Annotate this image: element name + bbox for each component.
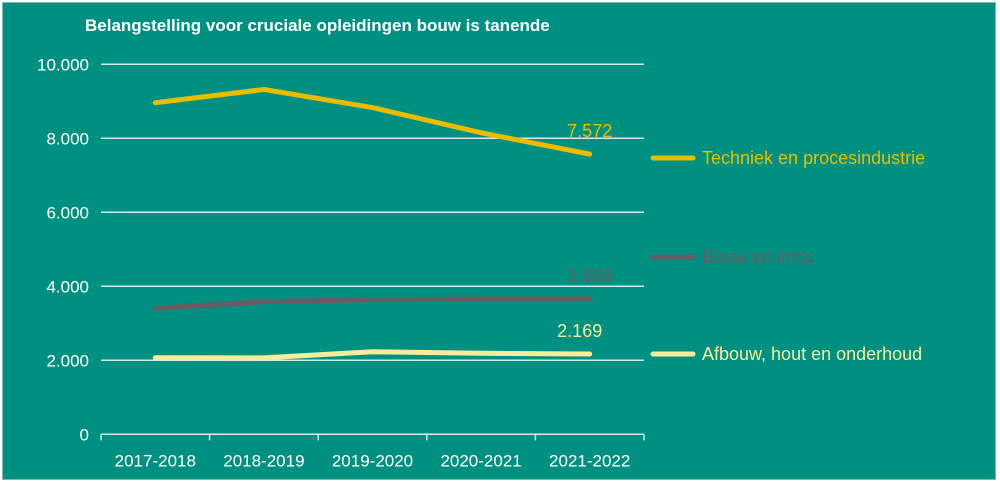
x-tick-label: 2020-2021 — [440, 451, 521, 470]
series-line — [152, 296, 593, 311]
x-tick-label: 2018-2019 — [223, 451, 304, 470]
legend-label: Techniek en procesindustrie — [702, 148, 925, 168]
y-tick-label: 6.000 — [46, 203, 89, 222]
series-line — [152, 349, 593, 361]
x-tick-label: 2017-2018 — [115, 451, 196, 470]
series-line — [152, 86, 593, 157]
x-tick-label: 2021-2022 — [549, 451, 630, 470]
x-tick-label: 2019-2020 — [332, 451, 413, 470]
legend-label: Bouw en infra — [702, 247, 813, 267]
y-tick-label: 0 — [80, 425, 89, 444]
y-tick-label: 2.000 — [46, 351, 89, 370]
data-label: 2.169 — [557, 321, 602, 341]
data-label: 3.659 — [567, 266, 612, 286]
legend-label: Afbouw, hout en onderhoud — [702, 344, 922, 364]
y-tick-label: 4.000 — [46, 277, 89, 296]
line-chart: Belangstelling voor cruciale opleidingen… — [37, 16, 925, 470]
y-tick-label: 8.000 — [46, 129, 89, 148]
y-tick-label: 10.000 — [37, 55, 89, 74]
chart-title: Belangstelling voor cruciale opleidingen… — [85, 16, 550, 35]
data-label: 7.572 — [567, 121, 612, 141]
